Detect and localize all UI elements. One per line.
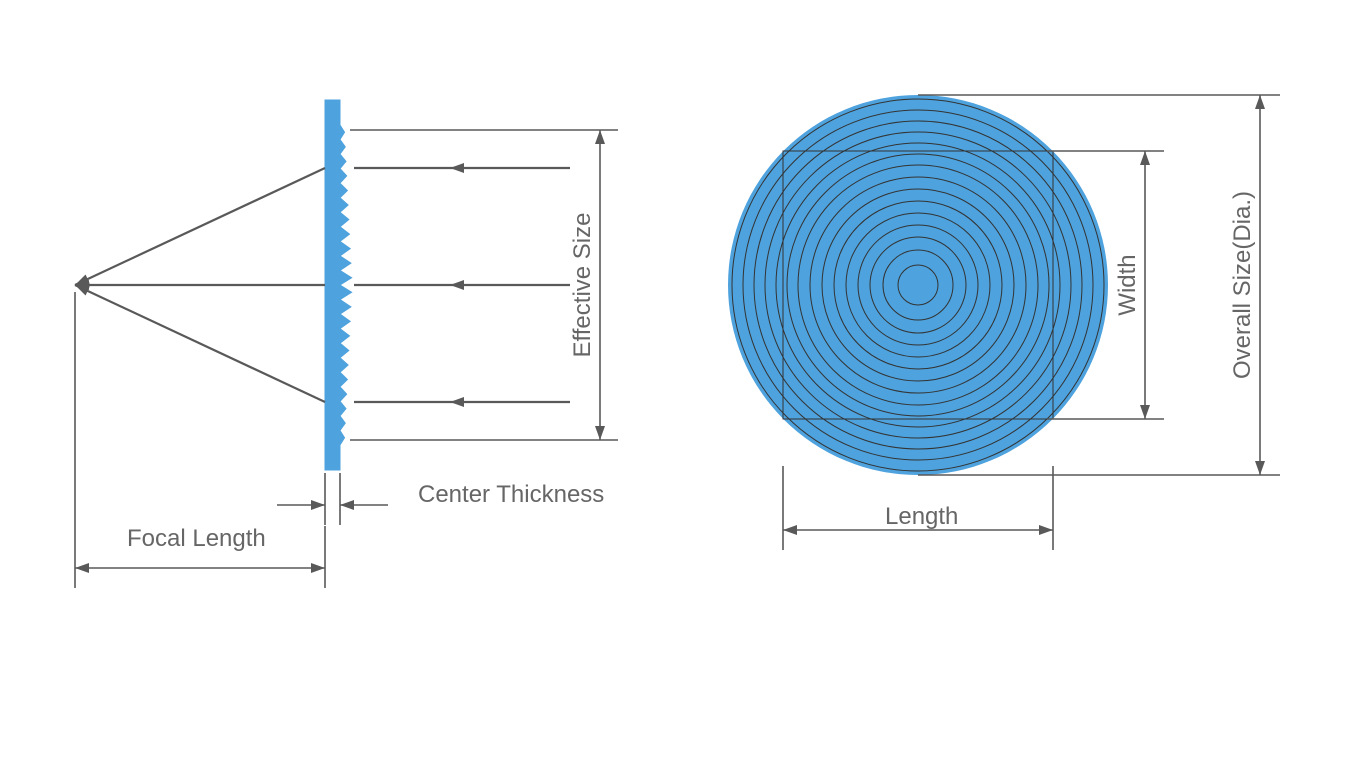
- label-center-thickness: Center Thickness: [418, 481, 604, 508]
- dim-center-thickness: Center Thickness: [277, 473, 604, 525]
- converging-rays: [75, 168, 325, 402]
- fresnel-lens-diagram: Effective Size Center Thickness Focal Leng…: [0, 0, 1367, 766]
- front-view: Length Width Overall Size(Dia.): [728, 95, 1280, 550]
- lens-disc: [728, 95, 1108, 475]
- label-effective-size: Effective Size: [569, 213, 596, 358]
- label-length: Length: [885, 503, 958, 530]
- label-focal-length: Focal Length: [127, 525, 266, 552]
- dim-length: Length: [783, 466, 1053, 550]
- incoming-rays: [354, 163, 570, 407]
- label-overall-size: Overall Size(Dia.): [1229, 191, 1256, 379]
- dim-focal-length: Focal Length: [75, 292, 325, 588]
- label-width: Width: [1114, 254, 1141, 315]
- lens-cross-section: [325, 100, 352, 470]
- side-view: Effective Size Center Thickness Focal Leng…: [75, 100, 618, 588]
